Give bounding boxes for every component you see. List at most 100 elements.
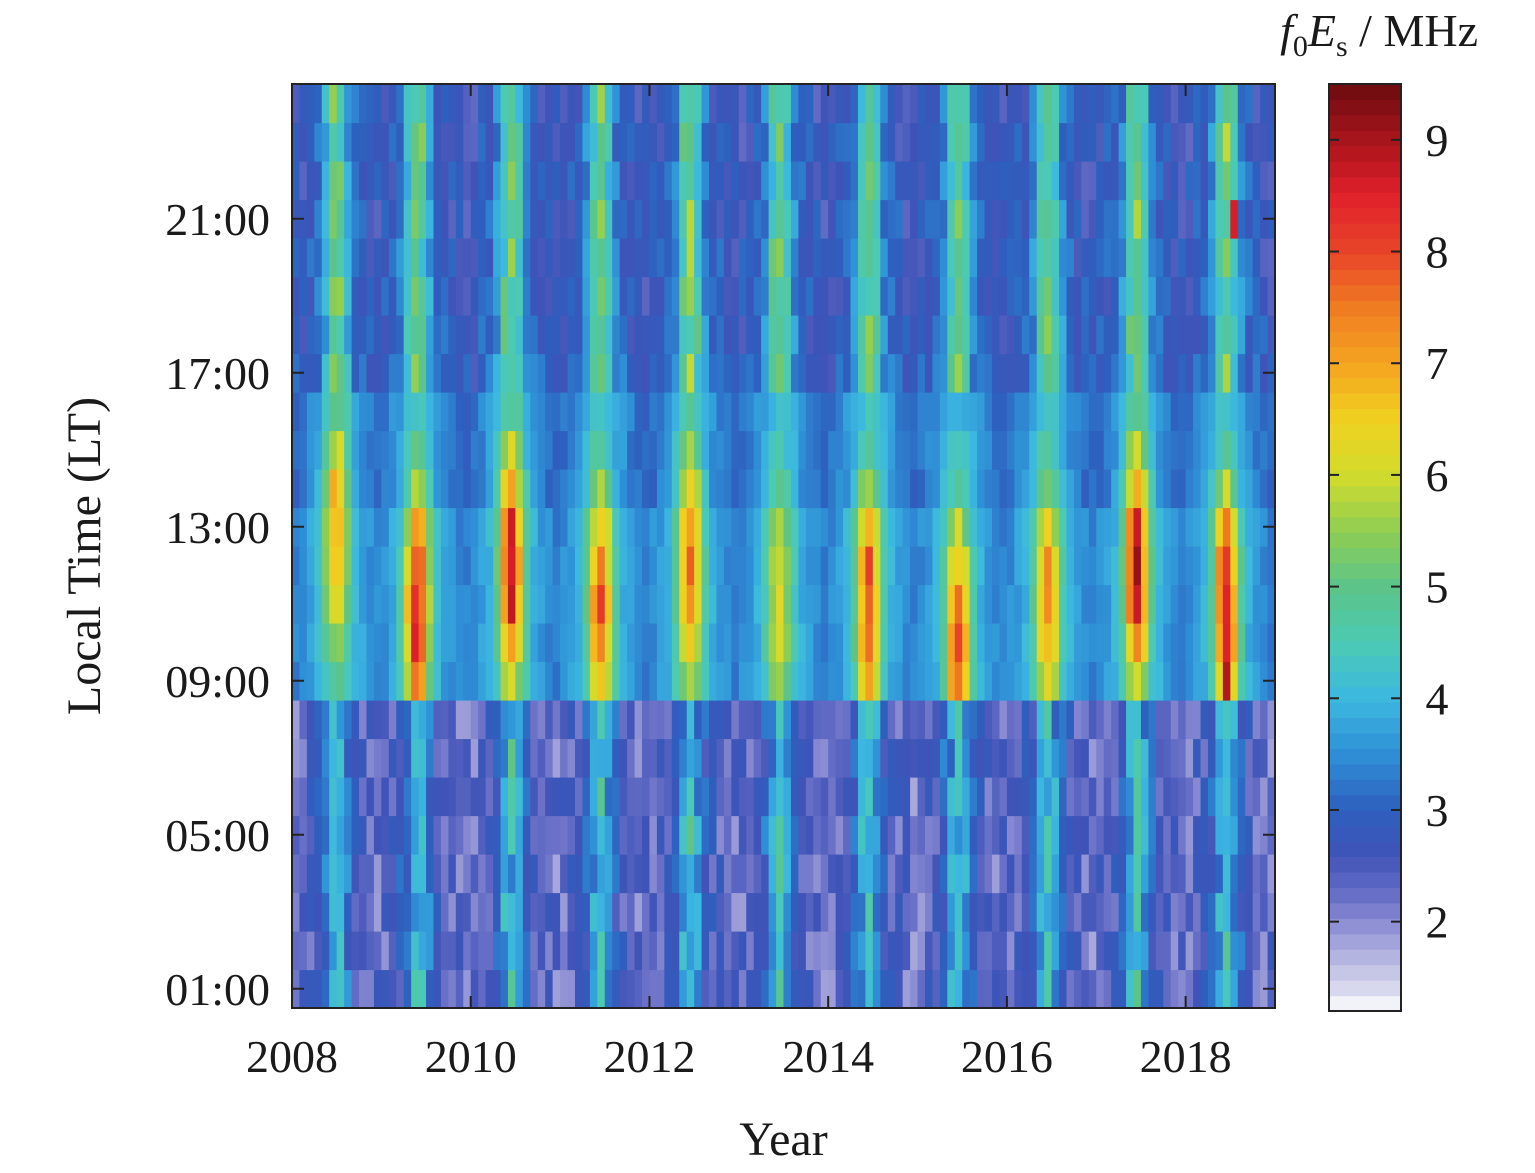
- heat-cell: [671, 392, 680, 432]
- heat-cell: [478, 931, 487, 971]
- heat-cell: [649, 854, 658, 894]
- heat-cell: [939, 507, 948, 547]
- heat-cell: [381, 199, 390, 239]
- heat-cell: [1081, 315, 1090, 355]
- heat-cell: [746, 623, 755, 663]
- heat-cell: [552, 892, 561, 932]
- heat-cell: [656, 469, 665, 509]
- colorbar-segment: [1329, 655, 1401, 672]
- heat-cell: [1200, 854, 1209, 894]
- heat-cell: [649, 315, 658, 355]
- heat-cell: [373, 122, 382, 162]
- heat-cell: [686, 392, 695, 432]
- heat-cell: [448, 122, 457, 162]
- heat-cell: [813, 276, 822, 316]
- heat-cell: [597, 392, 606, 432]
- heat-cell: [351, 430, 360, 470]
- heat-cell: [917, 969, 926, 1009]
- heat-cell: [701, 276, 710, 316]
- heat-cell: [1051, 546, 1060, 586]
- heat-cell: [1111, 854, 1120, 894]
- heat-cell: [1245, 507, 1254, 547]
- heat-cell: [1245, 122, 1254, 162]
- heat-cell: [545, 430, 554, 470]
- heat-cell: [865, 507, 874, 547]
- heat-cell: [932, 122, 941, 162]
- heat-cell: [619, 777, 628, 817]
- heat-cell: [902, 815, 911, 855]
- heat-cell: [753, 161, 762, 201]
- heat-cell: [1118, 661, 1127, 701]
- heat-cell: [1103, 507, 1112, 547]
- heat-cell: [396, 738, 405, 778]
- heat-cell: [820, 84, 829, 124]
- heat-cell: [306, 507, 315, 547]
- heat-cell: [776, 315, 785, 355]
- heat-cell: [545, 122, 554, 162]
- heat-cell: [753, 738, 762, 778]
- heat-cell: [560, 276, 569, 316]
- heat-cell: [1103, 584, 1112, 624]
- heat-cell: [478, 315, 487, 355]
- heat-cell: [1260, 122, 1269, 162]
- heat-cell: [1148, 353, 1157, 393]
- heat-cell: [932, 931, 941, 971]
- heat-cell: [612, 892, 621, 932]
- heat-cell: [560, 392, 569, 432]
- heat-cell: [962, 931, 971, 971]
- heat-cell: [723, 199, 732, 239]
- heat-cell: [1148, 392, 1157, 432]
- heat-cell: [351, 161, 360, 201]
- heat-cell: [597, 738, 606, 778]
- heat-cell: [1230, 738, 1239, 778]
- heat-cell: [388, 276, 397, 316]
- heat-cell: [694, 161, 703, 201]
- heat-cell: [843, 738, 852, 778]
- heat-cell: [1059, 469, 1068, 509]
- heat-cell: [448, 546, 457, 586]
- heat-cell: [820, 584, 829, 624]
- x-tick-label: 2016: [961, 1031, 1053, 1082]
- heat-cell: [567, 854, 576, 894]
- heat-cell: [1059, 353, 1068, 393]
- heat-cell: [351, 315, 360, 355]
- heat-cell: [999, 430, 1008, 470]
- heat-cell: [1103, 392, 1112, 432]
- heat-cell: [1044, 238, 1053, 278]
- heat-cell: [969, 353, 978, 393]
- heat-cell: [426, 315, 435, 355]
- heat-cell: [805, 122, 814, 162]
- heat-cell: [1155, 738, 1164, 778]
- heat-cell: [321, 584, 330, 624]
- heat-cell: [694, 777, 703, 817]
- heat-cell: [634, 161, 643, 201]
- heat-cell: [1245, 353, 1254, 393]
- heat-cell: [686, 661, 695, 701]
- heat-cell: [694, 738, 703, 778]
- heat-cell: [731, 238, 740, 278]
- heat-cell: [627, 430, 636, 470]
- heat-cell: [634, 122, 643, 162]
- heat-cell: [895, 892, 904, 932]
- heat-cell: [582, 469, 591, 509]
- heat-cell: [1029, 661, 1038, 701]
- colorbar-segment: [1329, 841, 1401, 858]
- heat-cell: [1207, 969, 1217, 1009]
- heat-cell: [1088, 661, 1097, 701]
- heat-cell: [1103, 469, 1112, 509]
- heat-cell: [1140, 238, 1149, 278]
- heat-cell: [872, 315, 881, 355]
- heat-cell: [1096, 469, 1105, 509]
- heat-cell: [433, 161, 442, 201]
- heat-cell: [507, 276, 517, 316]
- heat-cell: [701, 892, 710, 932]
- heat-cell: [880, 777, 889, 817]
- heat-cell: [1200, 238, 1209, 278]
- heat-cell: [299, 777, 308, 817]
- heat-cell: [790, 353, 799, 393]
- heat-cell: [1163, 507, 1172, 547]
- heat-cell: [694, 469, 703, 509]
- heat-cell: [738, 892, 747, 932]
- heat-cell: [485, 392, 494, 432]
- heat-cell: [359, 507, 368, 547]
